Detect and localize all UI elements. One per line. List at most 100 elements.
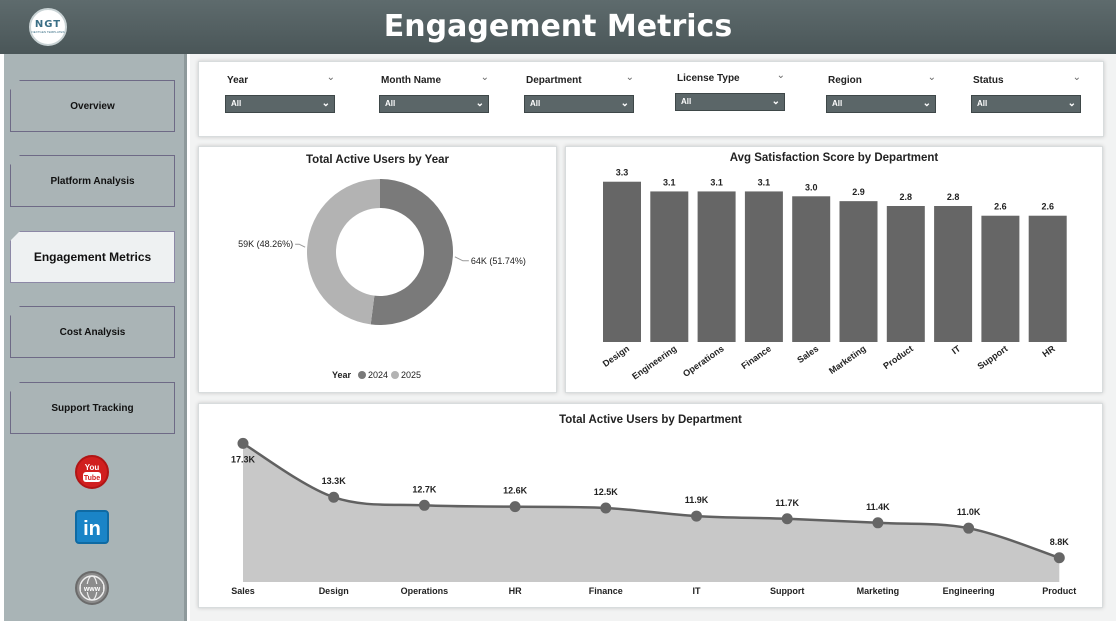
donut-slice-2024 [370, 179, 453, 325]
legend-title: Year [332, 370, 352, 380]
area-chart: 17.3K Sales 13.3K Design 12.7K Operations 12.6… [231, 437, 1076, 596]
header-bar: NGT NEXTGEN TEMPLATES Engagement Metrics [0, 0, 1116, 54]
nav-label: Support Tracking [51, 402, 134, 414]
nav-support-tracking-button[interactable]: Support Tracking [10, 382, 175, 434]
website-globe-icon[interactable]: www [75, 571, 109, 605]
donut-chart: 64K (51.74%) 59K (48.26%) Year 2024 2025 [238, 179, 526, 380]
x-tick-label: Support [770, 586, 805, 596]
x-tick-label: Engineering [943, 586, 995, 596]
chevron-down-icon: ⌄ [922, 98, 931, 109]
company-logo[interactable]: NGT NEXTGEN TEMPLATES [29, 8, 67, 46]
data-point-Finance [600, 502, 612, 514]
x-tick-label: Engineering [630, 343, 678, 381]
region-dropdown[interactable]: All ⌄ [826, 95, 936, 113]
point-data-label: 13.3K [322, 476, 347, 486]
x-tick-label: Marketing [857, 586, 900, 596]
bar-data-label: 3.0 [805, 182, 818, 192]
nav-overview-button[interactable]: Overview [10, 80, 175, 132]
filter-label: Year [227, 75, 249, 86]
x-tick-label: Finance [739, 343, 773, 371]
data-point-Operations [418, 499, 430, 511]
department-dropdown[interactable]: All ⌄ [524, 95, 634, 113]
bar-data-label: 3.3 [616, 168, 629, 178]
chevron-down-icon[interactable]: ⌄ [776, 70, 785, 81]
svg-text:in: in [83, 518, 101, 540]
filter-label: Status [973, 75, 1004, 86]
series-line [242, 442, 1060, 559]
chevron-down-icon: ⌄ [1067, 98, 1076, 109]
chevron-down-icon[interactable]: ⌄ [480, 72, 489, 83]
legend-label: 2024 [368, 370, 388, 380]
filter-label: Region [828, 75, 862, 86]
bar-data-label: 2.6 [1041, 202, 1054, 212]
data-point-Design [328, 491, 340, 503]
x-tick-label: Marketing [827, 343, 868, 376]
nav-label: Platform Analysis [50, 175, 135, 187]
legend-label: 2025 [401, 370, 421, 380]
area-chart-title: Total Active Users by Department [559, 414, 742, 426]
filter-status: Status ⌄ All ⌄ [971, 62, 1081, 113]
nav-label: Engagement Metrics [33, 250, 152, 264]
x-tick-label: Design [601, 343, 631, 368]
area-chart-panel: Total Active Users by Department 17.3K Sa… [198, 403, 1103, 608]
bar-Sales [792, 196, 831, 342]
x-tick-label: Support [976, 343, 1010, 371]
data-point-Engineering [963, 522, 975, 534]
x-tick-label: Product [881, 343, 915, 371]
filter-department: Department ⌄ All ⌄ [524, 62, 634, 113]
nav-engagement-metrics-button[interactable]: Engagement Metrics [10, 231, 175, 283]
chevron-down-icon[interactable]: ⌄ [1072, 72, 1081, 83]
bar-chart-panel: Avg Satisfaction Score by Department 3.3… [565, 146, 1103, 393]
linkedin-icon[interactable]: in [75, 510, 109, 544]
chevron-down-icon[interactable]: ⌄ [326, 72, 335, 83]
point-data-label: 17.3K [231, 454, 256, 464]
donut-slice-2025 [307, 179, 380, 325]
svg-text:Tube: Tube [84, 475, 100, 482]
month-name-dropdown[interactable]: All ⌄ [379, 95, 489, 113]
sidebar: Overview Platform Analysis Engagement Me… [4, 54, 187, 621]
point-data-label: 11.0K [957, 507, 981, 517]
chevron-down-icon: ⌄ [321, 98, 330, 109]
year-dropdown[interactable]: All ⌄ [225, 95, 335, 113]
point-data-label: 11.4K [866, 502, 890, 512]
data-point-Product [1053, 552, 1065, 564]
youtube-icon[interactable]: You Tube [75, 455, 109, 489]
nav-label: Cost Analysis [59, 326, 126, 338]
filter-year: Year ⌄ All ⌄ [225, 62, 335, 113]
x-tick-label: Sales [231, 586, 255, 596]
x-tick-label: HR [509, 586, 522, 596]
page-title: Engagement Metrics [383, 9, 733, 44]
legend-marker [358, 371, 366, 379]
bar-chart: 3.3 Design 3.1 Engineering 3.1 Operations 3.1 F… [601, 168, 1067, 381]
bar-Support [981, 215, 1020, 342]
chevron-down-icon: ⌄ [475, 98, 484, 109]
nav-platform-analysis-button[interactable]: Platform Analysis [10, 155, 175, 207]
license-type-dropdown[interactable]: All ⌄ [675, 93, 785, 111]
x-tick-label: Product [1042, 586, 1076, 596]
bar-data-label: 3.1 [663, 177, 676, 187]
bar-Product [886, 206, 925, 342]
point-data-label: 12.5K [594, 487, 619, 497]
data-point-Sales [237, 437, 249, 449]
filter-label: Month Name [381, 75, 441, 86]
bar-chart-title: Avg Satisfaction Score by Department [729, 152, 939, 164]
data-point-HR [509, 501, 521, 513]
point-data-label: 12.6K [503, 486, 528, 496]
bar-Engineering [650, 191, 689, 342]
nav-cost-analysis-button[interactable]: Cost Analysis [10, 306, 175, 358]
x-tick-label: Sales [795, 343, 820, 365]
status-dropdown[interactable]: All ⌄ [971, 95, 1081, 113]
bar-data-label: 2.8 [947, 192, 960, 202]
x-tick-label: HR [1040, 343, 1057, 359]
donut-chart-panel: Total Active Users by Year 64K (51.74%) 5… [198, 146, 557, 393]
bar-IT [934, 206, 973, 342]
data-point-Marketing [872, 517, 884, 529]
chevron-down-icon[interactable]: ⌄ [927, 72, 936, 83]
filter-region: Region ⌄ All ⌄ [826, 62, 936, 113]
x-tick-label: Finance [589, 586, 623, 596]
nav-label: Overview [70, 100, 115, 112]
bar-Finance [744, 191, 783, 342]
chevron-down-icon[interactable]: ⌄ [625, 72, 634, 83]
x-tick-label: IT [950, 343, 963, 356]
x-tick-label: Operations [401, 586, 449, 596]
